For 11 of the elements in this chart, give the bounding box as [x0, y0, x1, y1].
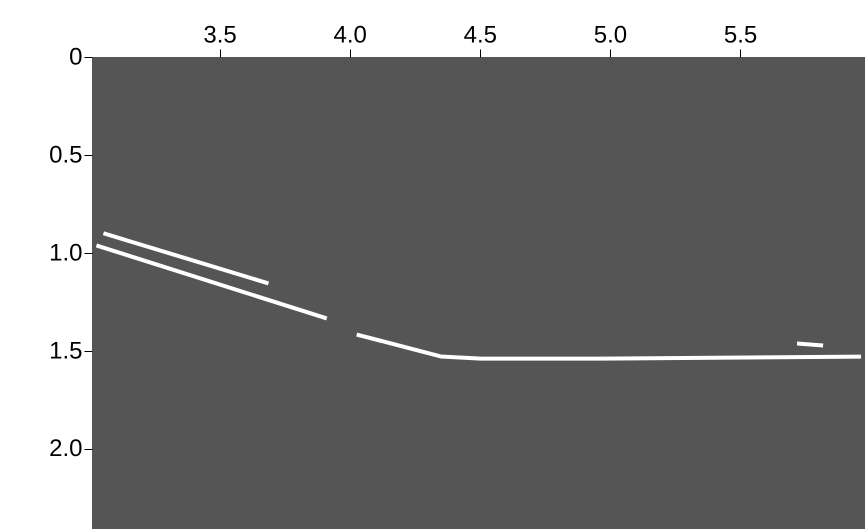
y-tick-label: 2.0	[49, 435, 82, 462]
x-tick-label: 5.5	[724, 22, 758, 48]
y-tick-label: 1.0	[49, 239, 82, 266]
y-tick-label: 0	[69, 44, 82, 70]
x-tick-label: 4.0	[333, 22, 367, 48]
line-series	[354, 332, 864, 361]
x-tick-label: 5.0	[594, 22, 628, 48]
y-tick-label: 0.5	[49, 141, 82, 168]
y-tick-label: 1.5	[49, 337, 82, 364]
x-tick-label: 4.5	[464, 22, 497, 48]
x-tick-label: 3.5	[203, 22, 237, 48]
